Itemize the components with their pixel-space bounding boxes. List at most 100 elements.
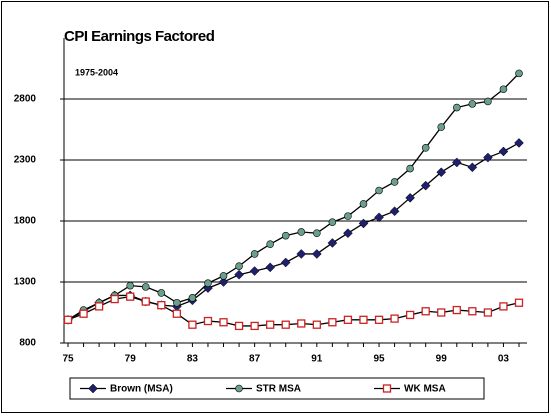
data-point [359, 200, 368, 208]
y-tick-label: 2300 [14, 155, 37, 166]
y-tick-label: 800 [19, 338, 36, 349]
data-point [141, 297, 150, 306]
data-point [235, 262, 243, 270]
data-point [452, 103, 461, 112]
data-point [499, 85, 508, 94]
x-tick-label: 83 [187, 354, 199, 365]
data-point [405, 310, 415, 320]
data-point [296, 249, 307, 259]
data-point [483, 308, 493, 317]
x-tick-label: 91 [311, 354, 323, 365]
data-point [452, 305, 461, 315]
data-point [218, 277, 229, 287]
data-point [311, 249, 322, 259]
data-point [344, 212, 352, 220]
data-point [420, 180, 431, 191]
x-tick-label: 03 [498, 354, 510, 365]
data-point [374, 315, 384, 324]
data-point [234, 269, 244, 280]
data-point [234, 321, 244, 331]
data-point [63, 315, 73, 324]
data-point [327, 238, 338, 248]
data-point [265, 262, 276, 273]
data-point [281, 320, 290, 329]
data-point [437, 308, 446, 317]
data-point [219, 272, 228, 280]
data-point [390, 314, 399, 323]
data-point [436, 167, 447, 178]
data-point [451, 157, 462, 168]
data-point [204, 279, 212, 288]
data-point [110, 294, 119, 304]
data-point [281, 231, 290, 240]
data-point [483, 152, 493, 163]
data-point [514, 298, 524, 307]
data-point [421, 144, 430, 152]
data-point [297, 319, 306, 328]
data-point [406, 164, 414, 173]
data-point [328, 318, 337, 327]
data-point [437, 123, 446, 131]
data-point [188, 320, 197, 329]
data-point [405, 192, 415, 203]
data-point [390, 178, 399, 186]
data-point [421, 307, 430, 316]
chart-subtitle: 1975-2004 [75, 67, 118, 77]
data-point [203, 316, 213, 326]
data-point [79, 309, 88, 318]
data-point [468, 307, 477, 316]
data-point [249, 266, 260, 276]
data-point [374, 212, 384, 223]
data-point [467, 162, 478, 173]
x-tick-label: 75 [62, 354, 74, 365]
data-point [126, 292, 135, 301]
legend-marker [382, 384, 392, 393]
data-point [328, 218, 337, 227]
data-point [173, 298, 181, 307]
data-point [188, 294, 197, 302]
x-tick-label: 95 [373, 354, 385, 365]
y-tick-label: 1300 [14, 277, 37, 288]
x-tick-label: 79 [125, 354, 137, 365]
data-point [157, 301, 166, 310]
data-point [343, 228, 353, 239]
y-tick-label: 1800 [14, 216, 37, 227]
data-point [375, 186, 383, 195]
data-point [389, 206, 400, 217]
chart-title: CPI Earnings Factored [64, 28, 215, 45]
data-point [250, 321, 259, 331]
data-point [126, 281, 135, 290]
y-tick-label: 2800 [14, 94, 37, 105]
legend-label: WK MSA [404, 384, 446, 395]
legend-marker [235, 384, 243, 393]
data-point [266, 320, 275, 329]
data-point [359, 315, 368, 324]
legend-label: Brown (MSA) [110, 384, 173, 395]
legend-box [69, 377, 485, 400]
data-point [499, 302, 508, 311]
data-point [94, 302, 104, 311]
legend-marker [88, 383, 98, 394]
data-point [157, 289, 166, 297]
data-point [266, 240, 274, 248]
data-point [312, 320, 321, 329]
data-point [141, 283, 150, 291]
data-point [358, 218, 369, 229]
data-point [514, 138, 524, 148]
data-point [515, 69, 523, 78]
data-point [313, 229, 321, 237]
data-point [297, 228, 306, 236]
legend-label: STR MSA [256, 384, 301, 395]
data-point [468, 100, 477, 108]
data-point [172, 309, 182, 318]
data-point [498, 146, 509, 157]
data-point [484, 97, 492, 106]
data-point [280, 257, 291, 268]
chart-frame [1, 1, 549, 413]
data-point [250, 250, 259, 258]
data-point [219, 318, 228, 327]
x-tick-label: 87 [249, 354, 261, 365]
data-point [343, 315, 353, 324]
x-tick-label: 99 [436, 354, 448, 365]
